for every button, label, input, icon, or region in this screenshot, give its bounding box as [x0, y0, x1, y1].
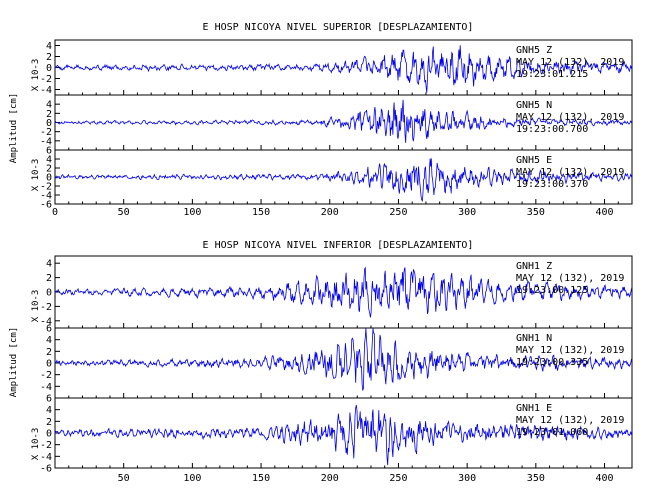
trace-station-label: GNH5 N: [516, 100, 552, 111]
waveform-trace: [54, 45, 633, 93]
y-tick-label: -2: [40, 440, 52, 451]
y-tick-label: -2: [40, 302, 52, 313]
x-tick-label: 200: [321, 473, 339, 484]
lower-y-scale-label-2: X 10-3: [31, 428, 41, 461]
y-tick-label: 4: [46, 335, 52, 346]
x-tick-label: 350: [527, 207, 545, 218]
x-tick-label: 400: [595, 473, 613, 484]
trace-time-label: 19:23:01.215: [516, 69, 588, 80]
waveform-trace: [54, 158, 633, 202]
upper-level-chart: E HOSP NICOYA NIVEL SUPERIOR [DESPLAZAMI…: [9, 22, 633, 218]
upper-y-scale-label-1: X 10-3: [31, 59, 41, 92]
x-tick-label: 150: [252, 473, 270, 484]
y-tick-label: 0: [46, 63, 52, 74]
y-tick-label: 6: [46, 146, 52, 157]
y-tick-label: 6: [46, 394, 52, 405]
y-tick-label: 4: [46, 100, 52, 111]
y-tick-label: 2: [46, 52, 52, 63]
y-tick-label: -2: [40, 182, 52, 193]
y-tick-label: 0: [46, 429, 52, 440]
waveform-trace: [54, 266, 633, 318]
trace-time-label: 19:23:00.700: [516, 124, 588, 135]
trace-time-label: 19:23:00.370: [516, 179, 588, 190]
trace-station-label: GNH1 N: [516, 333, 552, 344]
y-tick-label: 2: [46, 347, 52, 358]
trace-date-label: MAY 12 (132), 2019: [516, 345, 624, 356]
trace-date-label: MAY 12 (132), 2019: [516, 112, 624, 123]
trace-date-label: MAY 12 (132), 2019: [516, 57, 624, 68]
y-tick-label: -2: [40, 127, 52, 138]
trace-time-label: 19:23:01.060: [516, 427, 588, 438]
y-tick-label: 2: [46, 417, 52, 428]
x-tick-label: 100: [183, 473, 201, 484]
y-tick-label: -4: [40, 382, 52, 393]
upper-y-scale-label-2: X 10-3: [31, 159, 41, 192]
y-tick-label: -4: [40, 316, 52, 327]
y-tick-label: 0: [46, 359, 52, 370]
trace-date-label: MAY 12 (132), 2019: [516, 167, 624, 178]
y-tick-label: 2: [46, 164, 52, 175]
upper-y-axis-label: Amplitud [cm]: [9, 93, 19, 163]
x-tick-label: 200: [321, 207, 339, 218]
x-tick-label: 400: [595, 207, 613, 218]
y-tick-label: -4: [40, 136, 52, 147]
x-tick-label: 100: [183, 207, 201, 218]
lower-y-axis-label: Amplitud [cm]: [9, 327, 19, 397]
y-tick-label: 0: [46, 288, 52, 299]
trace-time-label: 19:23:00.335: [516, 357, 588, 368]
y-tick-label: -4: [40, 191, 52, 202]
waveform-trace: [54, 327, 633, 391]
y-tick-label: -6: [40, 200, 52, 211]
y-tick-label: -4: [40, 452, 52, 463]
trace-station-label: GNH1 E: [516, 403, 552, 414]
y-tick-label: -4: [40, 85, 52, 96]
x-tick-label: 50: [118, 207, 130, 218]
y-tick-label: 2: [46, 109, 52, 120]
waveform-trace: [54, 99, 632, 143]
lower-chart-title: E HOSP NICOYA NIVEL INFERIOR [DESPLAZAMI…: [203, 240, 474, 251]
y-tick-label: 4: [46, 405, 52, 416]
x-tick-label: 50: [118, 473, 130, 484]
upper-chart-title: E HOSP NICOYA NIVEL SUPERIOR [DESPLAZAMI…: [203, 22, 474, 33]
trace-date-label: MAY 12 (132), 2019: [516, 273, 624, 284]
x-tick-label: 0: [52, 207, 58, 218]
y-tick-label: 2: [46, 273, 52, 284]
trace-time-label: 19:23:00.125: [516, 285, 588, 296]
y-tick-label: 0: [46, 118, 52, 129]
y-tick-label: 0: [46, 173, 52, 184]
x-tick-label: 250: [389, 473, 407, 484]
x-tick-label: 300: [458, 473, 476, 484]
y-tick-label: -2: [40, 74, 52, 85]
waveform-trace: [54, 405, 633, 466]
y-tick-label: 6: [46, 324, 52, 335]
lower-level-chart: E HOSP NICOYA NIVEL INFERIOR [DESPLAZAMI…: [9, 240, 633, 484]
y-tick-label: 4: [46, 41, 52, 52]
trace-date-label: MAY 12 (132), 2019: [516, 415, 624, 426]
y-tick-label: 4: [46, 155, 52, 166]
x-tick-label: 300: [458, 207, 476, 218]
y-tick-label: -6: [40, 464, 52, 475]
x-tick-label: 250: [389, 207, 407, 218]
trace-station-label: GNH5 Z: [516, 45, 552, 56]
y-tick-label: 4: [46, 259, 52, 270]
lower-y-scale-label-1: X 10-3: [31, 290, 41, 323]
y-tick-label: -2: [40, 370, 52, 381]
trace-station-label: GNH5 E: [516, 155, 552, 166]
trace-station-label: GNH1 Z: [516, 261, 552, 272]
x-tick-label: 150: [252, 207, 270, 218]
x-tick-label: 350: [527, 473, 545, 484]
